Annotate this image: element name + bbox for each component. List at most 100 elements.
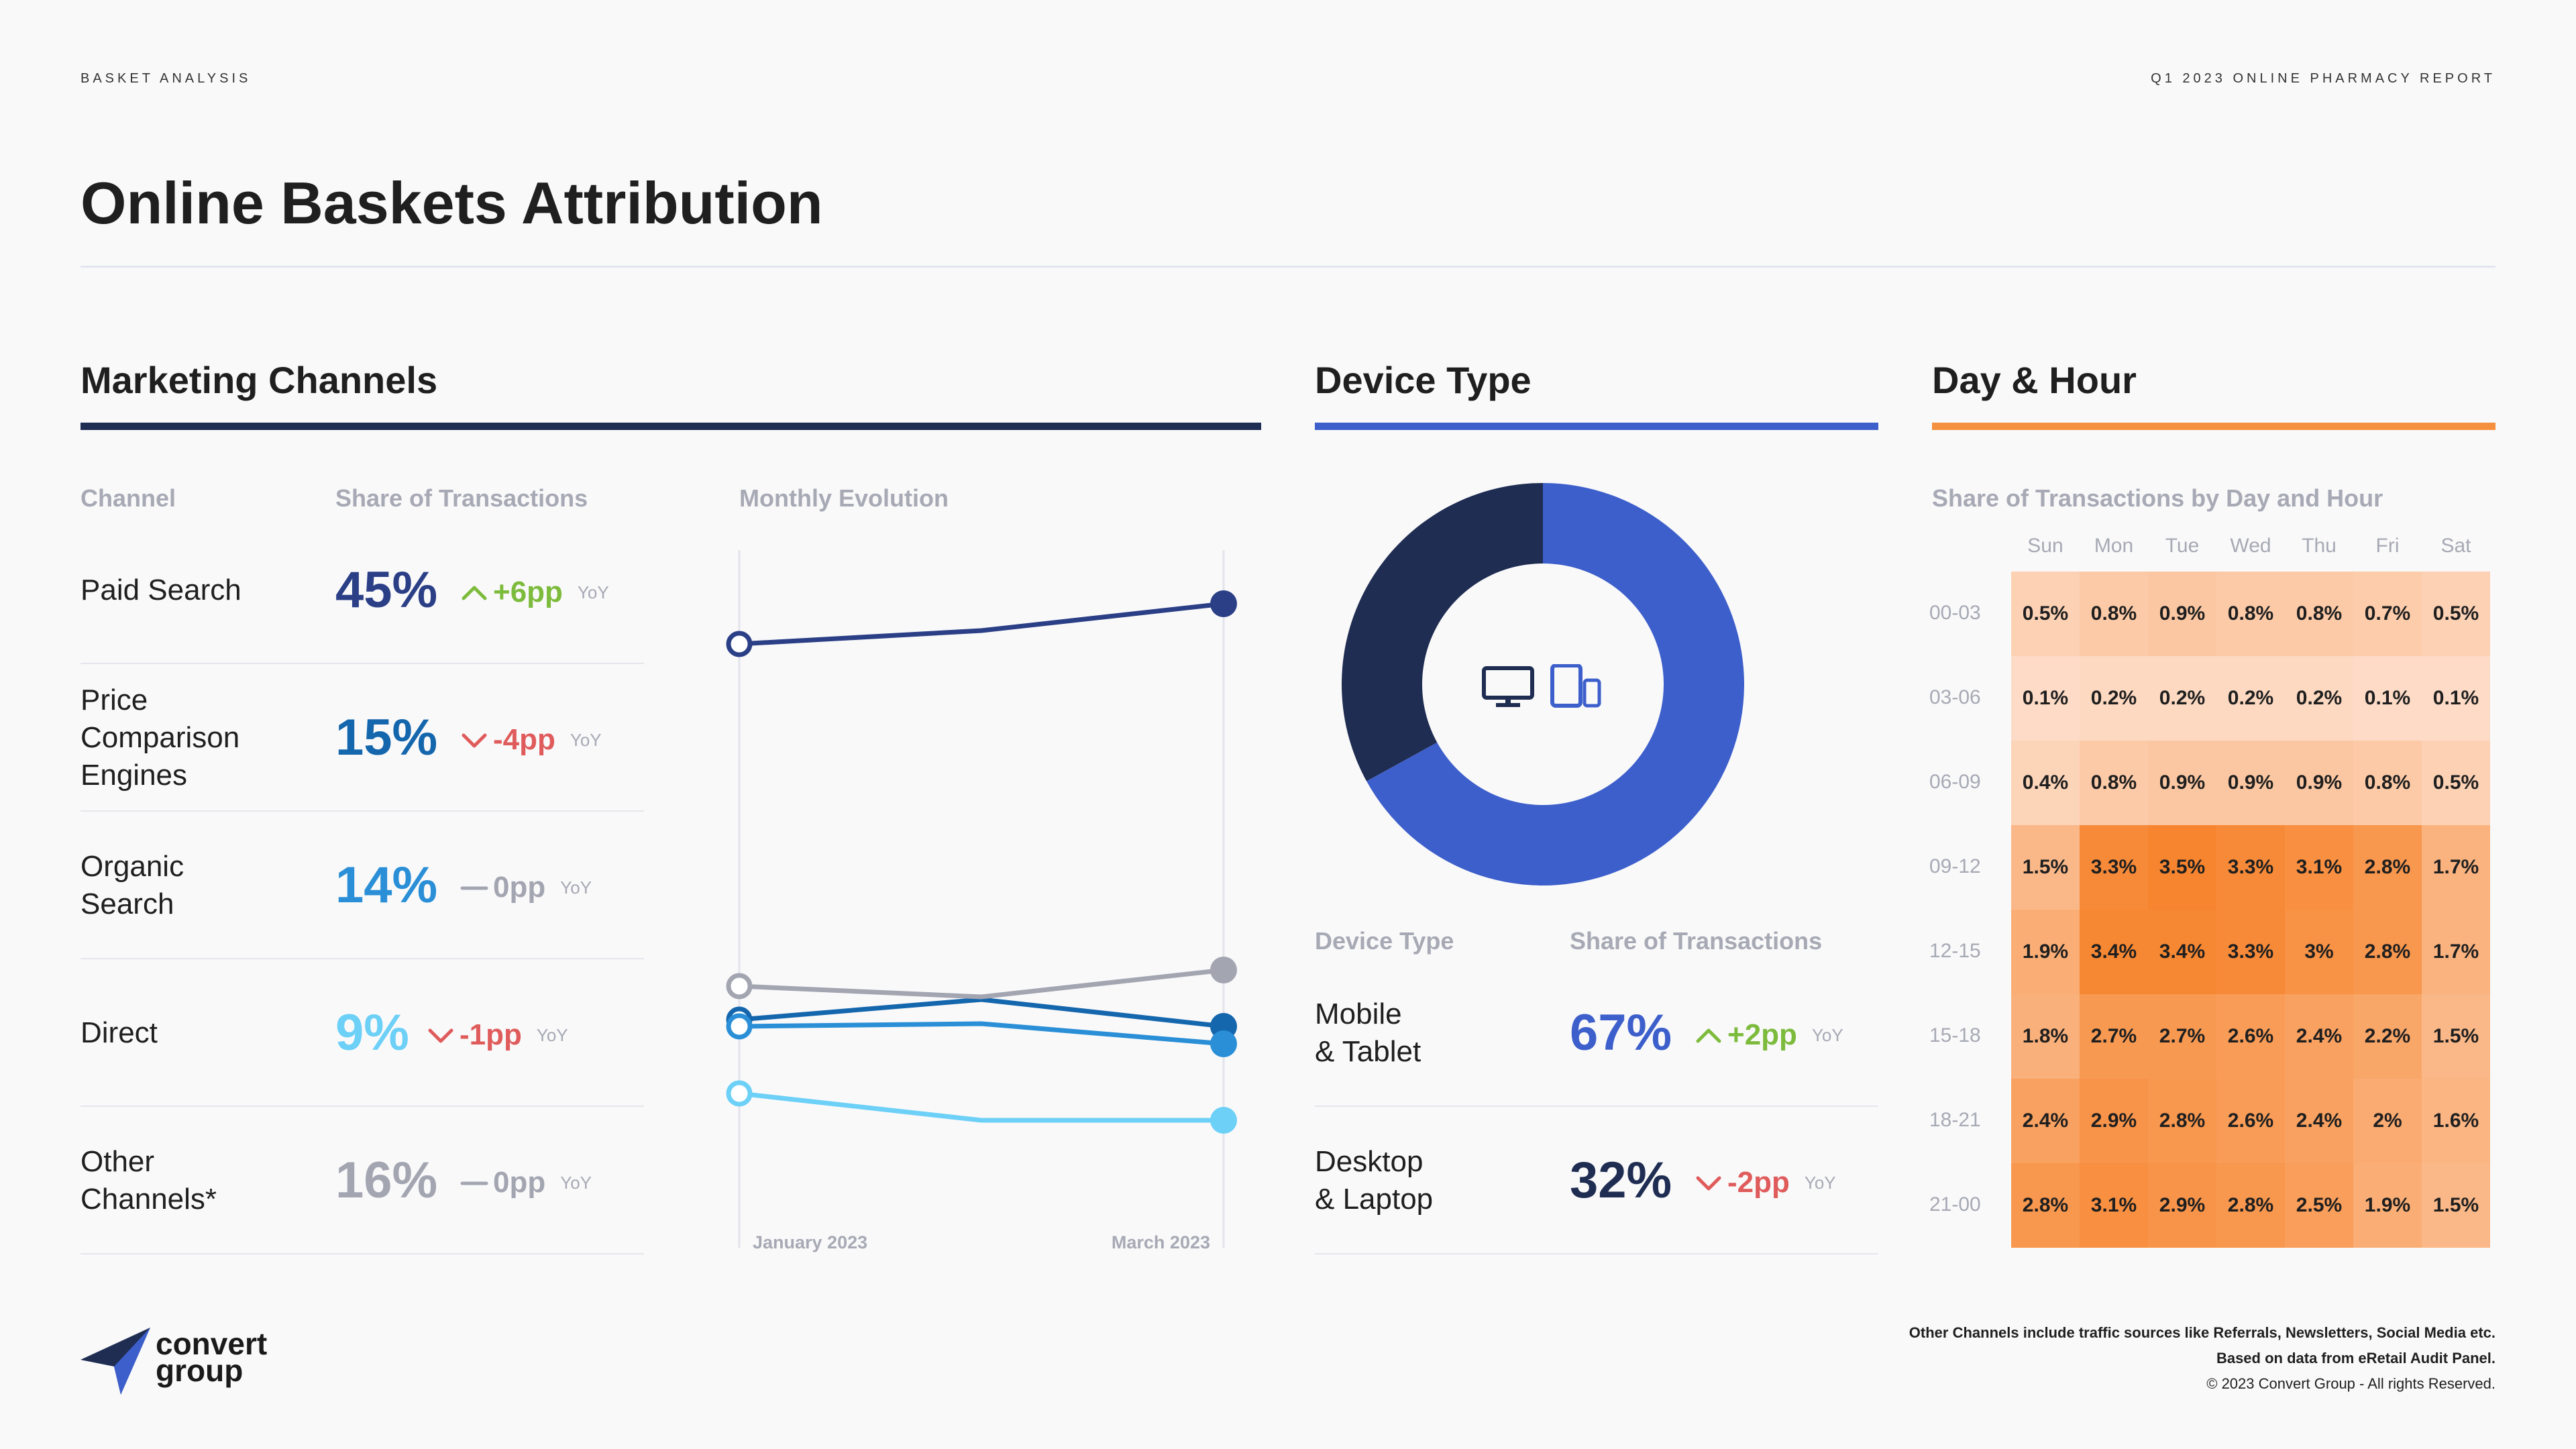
heatmap-cell: 0.2% [2285,656,2353,741]
logo-text-convert: convert [156,1326,268,1361]
channel-row-row-divider [80,663,644,664]
series-organic-search [726,1013,1237,1057]
heatmap-cell: 1.6% [2422,1079,2490,1163]
x-tick-label: January 2023 [753,1232,867,1252]
heatmap-cell: 1.7% [2422,825,2490,910]
heatmap-day-label: Mon [2094,535,2134,557]
heatmap-cell: 2.4% [2285,994,2353,1079]
channel-row-label-line: Search [80,888,174,920]
trend-up-icon [462,586,487,600]
paper-plane-icon [80,1328,150,1395]
heatmap-cell: 2.4% [2011,1079,2080,1163]
heatmap-cell: 0.8% [2353,741,2422,825]
heatmap-cell: 0.5% [2422,741,2490,825]
channel-row-share-value: 9% [335,1004,409,1061]
heatmap-cell: 0.1% [2422,656,2490,741]
channel-row-delta-value: +6pp [493,576,563,608]
dayhour-section-bar [1932,423,2496,430]
heatmap-cell: 0.9% [2148,741,2216,825]
channel-row-label-line: Paid Search [80,574,241,606]
channel-row-yoy-label: YoY [560,1172,592,1193]
report-name-tag: Q1 2023 ONLINE PHARMACY REPORT [2151,71,2496,86]
channel-row-label-line: Comparison [80,721,240,754]
heatmap-cell: 1.8% [2011,994,2080,1079]
heatmap-hour-label: 18-21 [1929,1109,1981,1131]
channel-row-label-line: Direct [80,1016,158,1049]
trend-flat-icon [460,886,488,890]
channel-row-row-divider [80,1253,644,1254]
heatmap-cell: 2.4% [2285,1079,2353,1163]
heatmap-cell: 1.9% [2011,910,2080,994]
desktop-icon [1482,666,1534,707]
heatmap-cell: 0.2% [2216,656,2285,741]
heatmap-day-label: Fri [2375,535,2400,557]
series-start-point [726,973,753,1000]
device-section-title: Device Type [1315,359,1532,401]
series-end-point [1210,1107,1237,1134]
heatmap-cell: 2.7% [2148,994,2216,1079]
channel-row-share-value: 15% [335,709,438,766]
heatmap-cell: 2.8% [2353,910,2422,994]
heatmap-cell: 2.5% [2285,1163,2353,1248]
heatmap-cell: 3.1% [2285,825,2353,910]
heatmap-hour-label: 15-18 [1929,1024,1981,1046]
footnote-data-source: Based on data from eRetail Audit Panel. [2216,1350,2496,1366]
device-row-row-divider [1315,1253,1878,1254]
device-row-label-line: & Tablet [1315,1035,1421,1068]
heatmap-cell: 0.5% [2011,572,2080,656]
marketing-section-title: Marketing Channels [80,359,438,401]
heatmap-cell: 2.6% [2216,1079,2285,1163]
heatmap-cell: 1.7% [2422,910,2490,994]
device-row-yoy-label: YoY [1804,1172,1836,1193]
channel-row-delta-value: 0pp [493,1166,546,1199]
device-row-label-line: Mobile [1315,998,1402,1030]
heatmap-cell: 2.8% [2353,825,2422,910]
heatmap-subtitle: Share of Transactions by Day and Hour [1932,484,2383,512]
series-line [739,1021,1224,1046]
device-row-yoy-change: +2pp YoY [1694,1018,1843,1052]
channel-row-share-value: 45% [335,561,438,619]
channel-row-share-value: 14% [335,857,438,914]
channel-row-label: Other Channels* [80,1143,217,1218]
channel-row-share-value: 16% [335,1152,438,1209]
heatmap-hour-label: 00-03 [1929,602,1981,624]
channel-row-row-divider [80,958,644,959]
channel-row-label-line: Other [80,1145,155,1178]
series-other-channels [726,957,1237,1000]
heatmap-cell: 1.5% [2011,825,2080,910]
heatmap-hour-label: 09-12 [1929,855,1981,877]
heatmap-cell: 2.8% [2216,1163,2285,1248]
heatmap-cell: 0.2% [2148,656,2216,741]
x-tick-label: March 2023 [1112,1232,1210,1252]
channel-row-yoy-label: YoY [570,729,602,750]
device-row-label: Desktop & Laptop [1315,1143,1433,1218]
channel-row-label: Price Comparison Engines [80,682,239,794]
heatmap-day-label: Wed [2230,535,2271,557]
trend-up-icon [1696,1028,1721,1043]
heatmap-cell: 2.8% [2148,1079,2216,1163]
dayhour-section-title: Day & Hour [1932,359,2137,401]
footnote-copyright: © 2023 Convert Group - All rights Reserv… [2206,1375,2496,1392]
heatmap-cell: 2.9% [2080,1079,2148,1163]
heatmap-cell: 0.5% [2422,572,2490,656]
channel-row-delta-value: -4pp [493,723,555,756]
heatmap-hour-label: 03-06 [1929,686,1981,708]
heatmap-cell: 1.5% [2422,994,2490,1079]
channel-row-delta-value: 0pp [493,871,546,904]
channel-row-yoy-change: 0pp YoY [460,1166,592,1199]
heatmap-day-label: Thu [2302,535,2337,557]
channel-row-label-line: Channels* [80,1183,217,1216]
heatmap-cell: 0.9% [2216,741,2285,825]
heatmap-cell: 3.4% [2148,910,2216,994]
trend-down-icon [1696,1176,1721,1191]
heatmap-cell: 2.6% [2216,994,2285,1079]
trend-down-icon [462,733,487,748]
series-start-point [726,631,753,657]
heatmap-cell: 0.1% [2353,656,2422,741]
footnote-other-channels: Other Channels include traffic sources l… [1909,1324,2496,1341]
channel-row-delta-value: -1pp [460,1018,522,1051]
heatmap-cell: 0.9% [2285,741,2353,825]
series-end-point [1210,1030,1237,1057]
series-line [739,997,1224,1029]
heatmap-cell: 3.4% [2080,910,2148,994]
